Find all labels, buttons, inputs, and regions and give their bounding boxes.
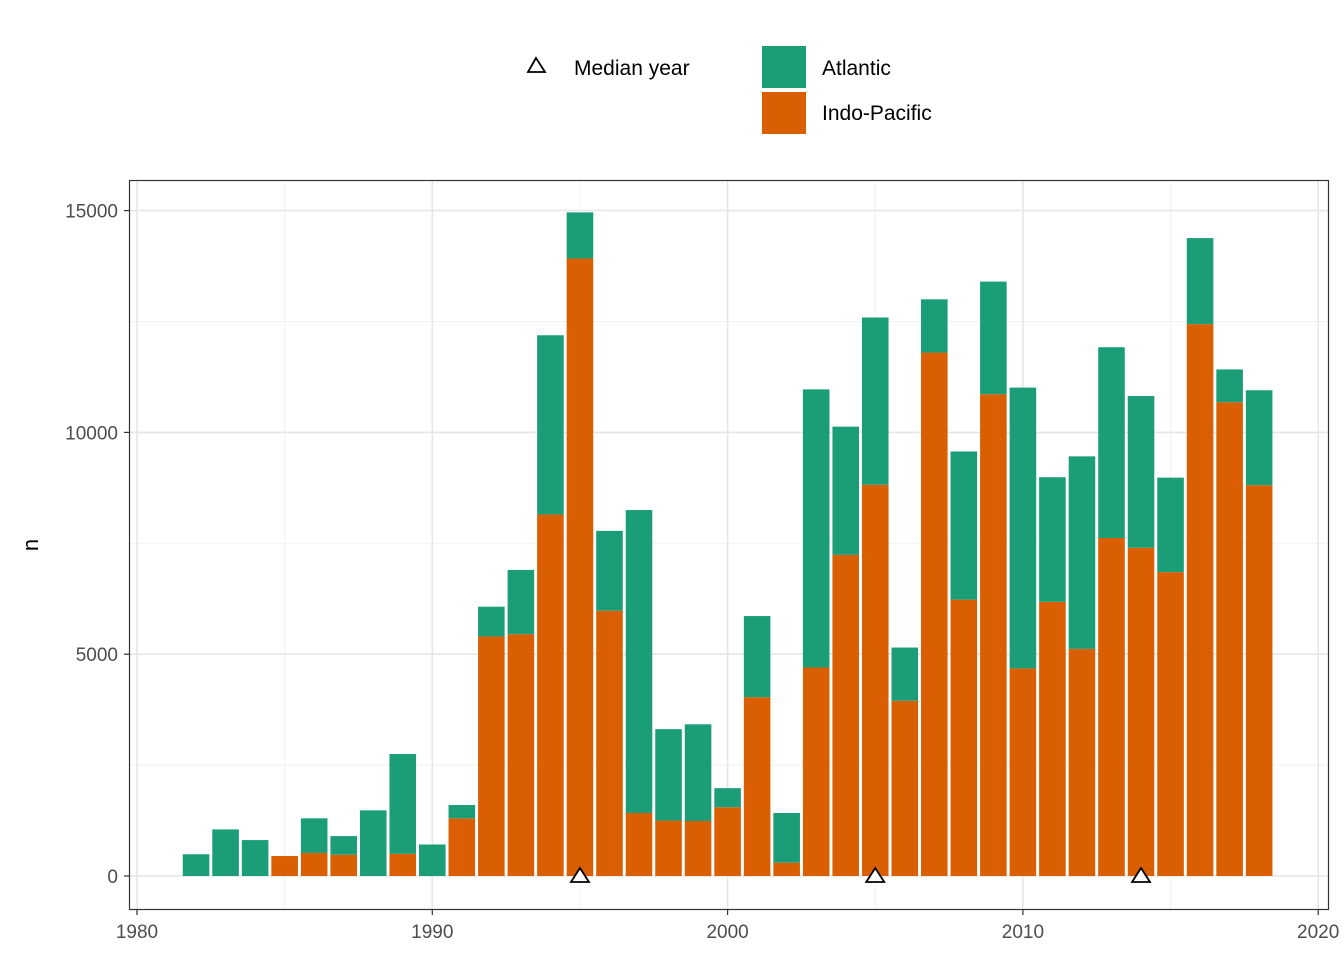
bar-atlantic-2003 [802,389,830,668]
legend-label-median-year: Median year [574,57,690,80]
bar-atlantic-1995 [566,212,594,259]
bar-atlantic-1997 [625,510,653,814]
bar-atlantic-1991 [448,805,476,819]
bar-atlantic-2007 [921,299,948,353]
y-tick-label: 0 [107,867,118,888]
bar-indo-pacific-2011 [1039,601,1066,876]
bar-atlantic-1984 [241,840,269,876]
bar-atlantic-1986 [300,818,328,853]
median-year-marker-2014 [1130,866,1152,883]
y-tick-label: 10000 [65,423,118,444]
legend-swatch-atlantic [762,46,806,88]
bar-atlantic-2002 [773,813,800,863]
bar-indo-pacific-2013 [1098,537,1125,876]
x-tick-label: 1990 [411,922,453,943]
bar-atlantic-2012 [1068,456,1096,649]
bar-indo-pacific-2016 [1186,324,1214,876]
bar-indo-pacific-2000 [714,807,741,876]
bar-indo-pacific-1987 [330,854,357,876]
legend-item-atlantic: Atlantic [762,46,891,88]
bar-indo-pacific-2010 [1009,668,1037,876]
bar-indo-pacific-2006 [891,700,919,876]
bar-indo-pacific-1997 [625,813,653,876]
plot-panel [128,179,1330,911]
bar-indo-pacific-2004 [832,554,860,876]
bar-indo-pacific-2009 [980,394,1007,876]
bar-indo-pacific-1993 [507,634,535,876]
bar-atlantic-2004 [832,426,860,555]
bar-atlantic-2008 [950,451,978,600]
bar-indo-pacific-1989 [389,853,417,876]
bar-atlantic-2009 [980,281,1007,395]
bar-indo-pacific-1985 [271,856,298,876]
bar-indo-pacific-2002 [773,862,800,876]
bar-atlantic-1999 [684,724,712,821]
bar-atlantic-1996 [596,530,623,611]
legend-swatch-indo-pacific [762,92,806,134]
bar-indo-pacific-2008 [950,599,978,876]
bar-indo-pacific-1992 [478,636,505,876]
bar-atlantic-2017 [1216,369,1243,403]
bar-indo-pacific-2007 [921,352,948,876]
legend: Median year Atlantic Indo-Pacific [526,46,932,134]
bar-indo-pacific-2005 [861,484,889,876]
bar-indo-pacific-2015 [1157,572,1184,876]
bar-indo-pacific-2012 [1068,648,1096,876]
bar-indo-pacific-1999 [684,820,712,876]
bar-indo-pacific-1986 [300,852,328,876]
bar-indo-pacific-2017 [1216,402,1243,876]
bar-atlantic-1998 [655,729,682,821]
x-tick-label: 1980 [116,922,158,943]
bar-atlantic-2015 [1157,477,1184,573]
bar-atlantic-2013 [1098,347,1125,538]
bar-atlantic-2006 [891,647,919,701]
bar-indo-pacific-1998 [655,820,682,876]
x-tick-label: 2010 [1002,922,1044,943]
legend-label-atlantic: Atlantic [822,57,891,80]
bar-indo-pacific-1991 [448,818,476,876]
bar-atlantic-1990 [419,844,446,876]
bar-indo-pacific-2001 [743,697,771,876]
y-tick-label: 15000 [65,202,118,223]
panel-border [128,179,1330,911]
bars [182,212,1273,876]
bar-indo-pacific-2018 [1245,485,1273,876]
bar-indo-pacific-1996 [596,610,623,876]
legend-label-indo-pacific: Indo-Pacific [822,102,932,125]
bar-atlantic-2016 [1186,238,1214,325]
bar-atlantic-1988 [359,810,387,876]
bar-atlantic-1983 [212,829,239,876]
bar-indo-pacific-2014 [1127,547,1155,876]
bar-atlantic-2018 [1245,390,1273,486]
bar-atlantic-1982 [182,854,210,876]
median-markers [569,866,1152,883]
bar-indo-pacific-2003 [802,667,830,876]
bar-atlantic-2000 [714,788,741,808]
legend-item-indo-pacific: Indo-Pacific [762,92,932,134]
median-year-marker-2005 [864,866,886,883]
y-tick-label: 5000 [76,645,118,666]
bar-indo-pacific-1995 [566,258,594,876]
x-tick-label: 2020 [1297,922,1339,943]
bar-indo-pacific-1994 [537,514,564,876]
bar-atlantic-2010 [1009,387,1037,669]
median-year-marker-1995 [569,866,591,883]
bar-atlantic-2001 [743,616,771,698]
y-axis-title: n [18,539,43,551]
bar-atlantic-2011 [1039,477,1066,602]
x-axis: 1980 1990 2000 2010 2020 [116,909,1339,943]
bar-atlantic-2005 [861,317,889,485]
bar-atlantic-1994 [537,335,564,515]
legend-item-median-year: Median year [526,56,690,80]
bar-atlantic-1993 [507,569,535,635]
bar-atlantic-1992 [478,606,505,637]
x-tick-label: 2000 [706,922,748,943]
bar-atlantic-2014 [1127,396,1155,548]
triangle-icon [526,56,547,73]
y-axis: 0 5000 10000 15000 [65,202,130,888]
bar-atlantic-1987 [330,836,357,855]
bar-atlantic-1989 [389,754,417,854]
